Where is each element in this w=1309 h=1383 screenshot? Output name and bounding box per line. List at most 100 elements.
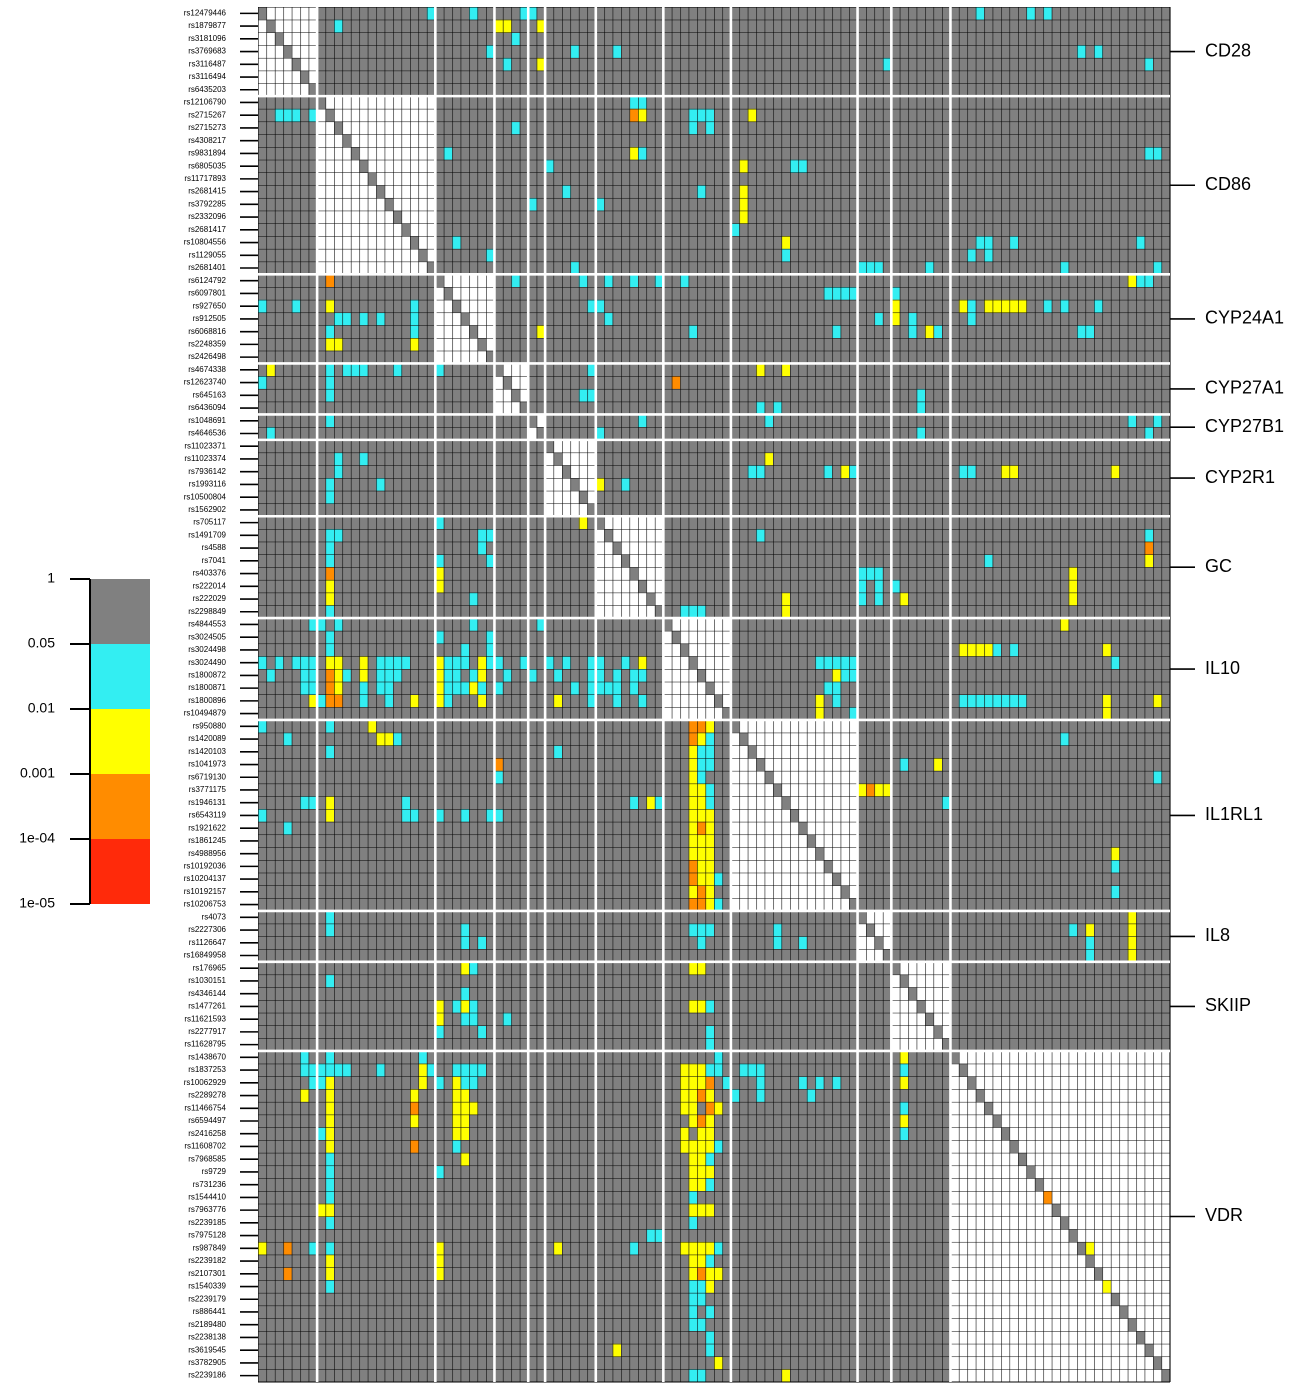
- snp-label: rs11023374: [184, 454, 226, 463]
- snp-label: rs176965: [193, 963, 227, 972]
- snp-label: rs12106790: [184, 98, 227, 107]
- snp-label: rs4674338: [188, 365, 226, 374]
- snp-label: rs1041973: [188, 760, 226, 769]
- snp-label: rs987849: [193, 1243, 227, 1252]
- snp-label: rs2426498: [188, 352, 226, 361]
- legend-tick-label: 0.05: [28, 635, 55, 651]
- legend-tick-label: 0.001: [20, 765, 55, 781]
- snp-label: rs10192157: [184, 887, 227, 896]
- snp-label: rs10206753: [184, 900, 227, 909]
- snp-label: rs2715273: [188, 123, 226, 132]
- snp-label: rs11023371: [184, 441, 226, 450]
- snp-label: rs1438670: [188, 1052, 226, 1061]
- snp-label: rs2681401: [188, 263, 226, 272]
- snp-label: rs3619545: [188, 1345, 226, 1354]
- snp-label: rs6594497: [188, 1116, 226, 1125]
- snp-label: rs1800896: [188, 696, 226, 705]
- legend-tick-label: 1e-05: [19, 895, 55, 911]
- snp-label: rs10804556: [184, 238, 227, 247]
- snp-label: rs4988956: [188, 849, 226, 858]
- snp-label: rs11717893: [184, 174, 226, 183]
- snp-label: rs1477261: [188, 1002, 226, 1011]
- snp-label: rs1048691: [188, 416, 226, 425]
- snp-label: rs912505: [193, 314, 227, 323]
- snp-label: rs7968585: [188, 1154, 226, 1163]
- snp-label: rs4346144: [188, 989, 226, 998]
- snp-label: rs6805035: [188, 161, 226, 170]
- snp-label: rs1946131: [188, 798, 226, 807]
- cell-grid: [258, 7, 1170, 1382]
- snp-label: rs7041: [202, 556, 227, 565]
- snp-label: rs2239179: [188, 1294, 226, 1303]
- snp-label: rs1420103: [188, 747, 226, 756]
- snp-label: rs1129055: [189, 250, 227, 259]
- legend-swatch: [90, 709, 150, 774]
- snp-label: rs6068816: [188, 327, 226, 336]
- snp-label: rs3181096: [188, 34, 226, 43]
- snp-label: rs11608702: [184, 1142, 226, 1151]
- gene-label: IL8: [1205, 925, 1230, 945]
- snp-label: rs1861245: [188, 836, 226, 845]
- snp-label: rs950880: [193, 721, 227, 730]
- snp-label: rs403376: [193, 569, 227, 578]
- snp-label: rs6543119: [189, 811, 227, 820]
- snp-label: rs1879877: [188, 21, 226, 30]
- snp-label: rs7975128: [188, 1231, 226, 1240]
- snp-label: rs1800872: [188, 671, 226, 680]
- snp-label: rs1126647: [189, 938, 227, 947]
- snp-label: rs2239186: [188, 1371, 226, 1380]
- snp-label: rs10500804: [184, 492, 227, 501]
- gene-label: CD28: [1205, 40, 1251, 60]
- legend-swatch: [90, 774, 150, 839]
- snp-label: rs1562902: [188, 505, 226, 514]
- legend-tick-label: 1: [47, 570, 55, 586]
- gene-label: CYP2R1: [1205, 467, 1275, 487]
- snp-label: rs10204137: [184, 874, 227, 883]
- gene-label: CYP24A1: [1205, 308, 1284, 328]
- snp-label: rs222029: [193, 594, 227, 603]
- legend-swatch: [90, 579, 150, 644]
- snp-label: rs1540339: [188, 1282, 226, 1291]
- snp-label: rs6719130: [188, 772, 226, 781]
- snp-label: rs10494879: [184, 709, 227, 718]
- snp-label: rs11466754: [184, 1103, 226, 1112]
- snp-label: rs3782905: [188, 1358, 226, 1367]
- snp-label: rs3771175: [189, 785, 227, 794]
- snp-label: rs6097801: [188, 289, 226, 298]
- snp-label: rs12479446: [184, 8, 227, 17]
- snp-label: rs886441: [193, 1307, 227, 1316]
- snp-label: rs1030151: [188, 976, 226, 985]
- gene-label: GC: [1205, 556, 1232, 576]
- gene-label: IL10: [1205, 658, 1240, 678]
- gene-label: IL1RL1: [1205, 804, 1263, 824]
- snp-label: rs1491709: [188, 530, 226, 539]
- cell-border: [258, 7, 1171, 1383]
- snp-label: rs731236: [193, 1180, 227, 1189]
- snp-label: rs2227306: [188, 925, 226, 934]
- snp-label: rs11621593: [184, 1014, 226, 1023]
- snp-label: rs2189480: [188, 1320, 226, 1329]
- snp-label: rs4308217: [188, 136, 226, 145]
- snp-label: rs3024505: [188, 632, 226, 641]
- gene-label: CYP27A1: [1205, 378, 1284, 398]
- snp-label: rs4646536: [188, 429, 226, 438]
- snp-label: rs2416258: [188, 1129, 226, 1138]
- snp-label: rs9831894: [188, 149, 226, 158]
- snp-label: rs705117: [193, 518, 226, 527]
- legend-swatch: [90, 839, 150, 904]
- snp-label: rs2239182: [188, 1256, 226, 1265]
- snp-label: rs645163: [193, 390, 227, 399]
- snp-label: rs1993116: [189, 480, 227, 489]
- snp-label: rs7936142: [188, 467, 226, 476]
- snp-label: rs6435203: [188, 85, 226, 94]
- snp-label: rs2289278: [188, 1091, 226, 1100]
- snp-label: rs16849958: [184, 951, 227, 960]
- snp-label: rs1544410: [188, 1193, 226, 1202]
- snp-label: rs3792285: [188, 199, 226, 208]
- snp-label: rs10062929: [184, 1078, 227, 1087]
- gene-label: SKIIP: [1205, 995, 1251, 1015]
- snp-label: rs9729: [202, 1167, 227, 1176]
- snp-label: rs12623740: [184, 378, 227, 387]
